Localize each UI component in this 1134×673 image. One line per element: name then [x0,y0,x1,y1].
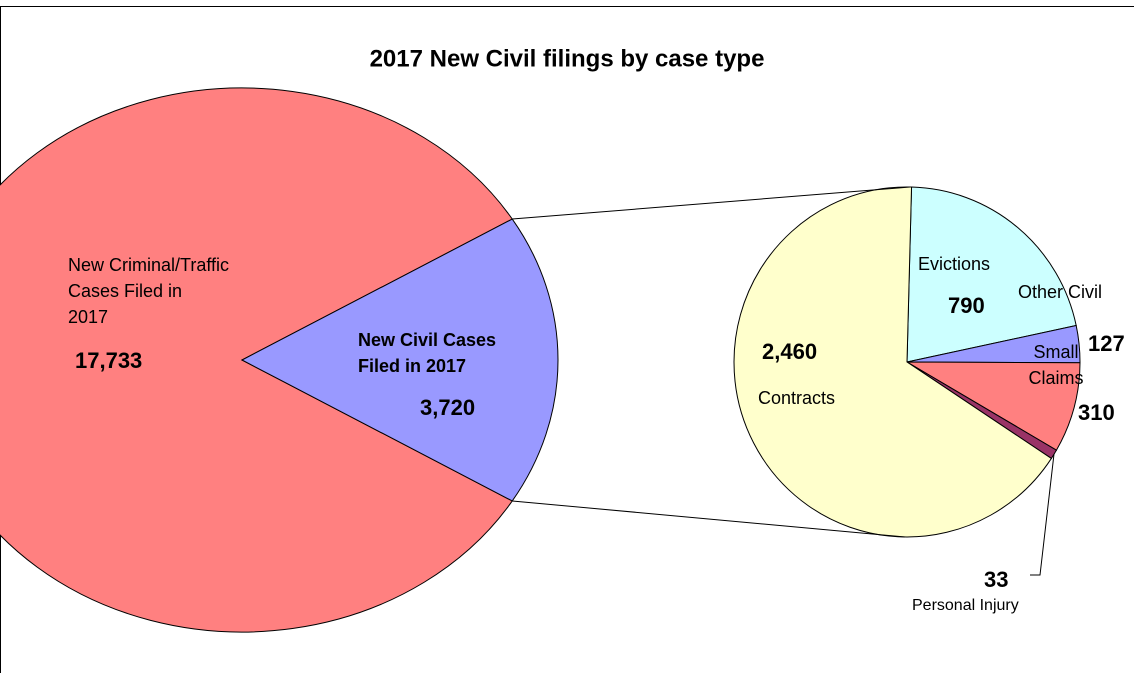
slice-label: Personal Injury [912,597,1019,614]
value-label-box: 17,733 [75,348,143,373]
value-label-box: 2,460 [762,339,818,364]
value-label-box: 3,720 [420,395,476,420]
value-label-box: 790 [948,293,985,318]
connector-line [512,186,911,220]
value-label: 3,720 [420,395,476,420]
slice-label: Evictions [918,254,991,274]
slice-label-box: Contracts [758,388,836,408]
slice-label-box: Evictions [918,254,991,274]
slice-label: Other Civil [1018,282,1103,302]
leader-line [1030,454,1055,576]
value-label-box: 127 [1088,331,1125,356]
pie-slice [905,361,1081,451]
value-label: 310 [1078,400,1115,425]
slice-label-box: Other Civil [1018,282,1103,302]
pie-slice [906,186,1077,363]
slice-label: Contracts [758,388,836,408]
pie-slice [240,218,559,502]
slice-label: Small Claims [1028,342,1084,389]
value-label-box: 310 [1078,400,1115,425]
pie-slice [0,87,513,633]
slice-label-box: Personal Injury [912,597,1019,614]
value-label: 2,460 [762,339,818,364]
slice-label: New Civil Cases Filed in 2017 [358,330,497,377]
value-label: 17,733 [75,348,143,373]
slice-label: New Criminal/Traffic Cases Filed in 2017 [68,255,230,328]
value-label: 790 [948,293,985,318]
value-label: 33 [984,567,1009,592]
pie-slice [733,186,1053,538]
connector-line [512,500,906,538]
slice-label-box: New Civil Cases Filed in 2017 [358,330,497,377]
slice-label-box: Small Claims [1028,342,1084,389]
chart-title: 2017 New Civil filings by case type [370,45,765,72]
slice-label-box: New Criminal/Traffic Cases Filed in 2017 [68,255,230,328]
value-label-box: 33 [984,567,1009,592]
value-label: 127 [1088,331,1125,356]
